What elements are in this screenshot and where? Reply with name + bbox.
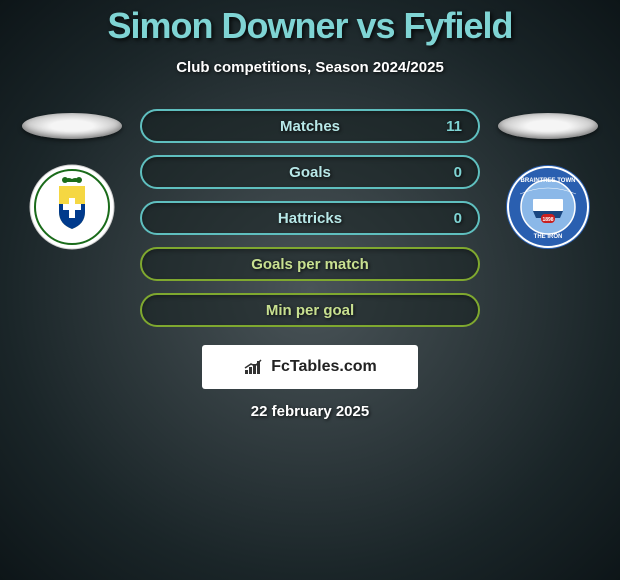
page-title: Simon Downer vs Fyfield <box>107 5 512 47</box>
stat-label: Min per goal <box>266 302 354 319</box>
stat-label: Matches <box>280 118 340 135</box>
right-player-col: 1898 BRAINTREE TOWN THE IRON <box>498 101 598 250</box>
left-crest <box>29 164 115 250</box>
stat-value: 11 <box>446 118 462 135</box>
date-text: 22 february 2025 <box>251 403 369 420</box>
stat-bar-goals: Goals 0 <box>140 155 480 189</box>
stat-label: Goals <box>289 164 331 181</box>
right-crest: 1898 BRAINTREE TOWN THE IRON <box>505 164 591 250</box>
stats-bars: Matches 11 Goals 0 Hattricks 0 Goals per match… <box>140 101 480 327</box>
left-player-col <box>22 101 122 250</box>
subtitle: Club competitions, Season 2024/2025 <box>176 59 444 76</box>
stat-bar-hattricks: Hattricks 0 <box>140 201 480 235</box>
stat-value: 0 <box>454 210 462 227</box>
svg-text:BRAINTREE TOWN: BRAINTREE TOWN <box>521 178 576 184</box>
svg-text:THE IRON: THE IRON <box>534 234 563 240</box>
left-ellipse <box>22 113 122 139</box>
watermark-text: FcTables.com <box>271 358 377 376</box>
svg-text:1898: 1898 <box>542 217 553 223</box>
stat-bar-min-per-goal: Min per goal <box>140 293 480 327</box>
stat-label: Goals per match <box>251 256 369 273</box>
watermark: FcTables.com <box>202 345 418 389</box>
chart-icon <box>243 358 265 376</box>
right-ellipse <box>498 113 598 139</box>
stat-value: 0 <box>454 164 462 181</box>
stat-bar-matches: Matches 11 <box>140 109 480 143</box>
comparison-row: Matches 11 Goals 0 Hattricks 0 Goals per match… <box>0 101 620 327</box>
stat-bar-goals-per-match: Goals per match <box>140 247 480 281</box>
stat-label: Hattricks <box>278 210 342 227</box>
